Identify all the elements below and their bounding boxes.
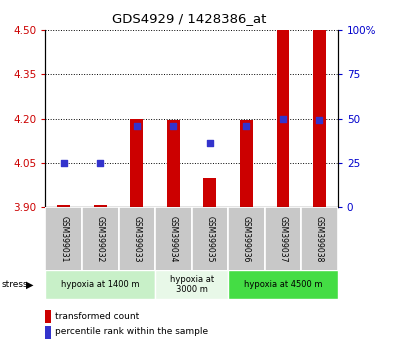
Point bbox=[243, 123, 250, 129]
Text: GSM399038: GSM399038 bbox=[315, 216, 324, 262]
Point bbox=[316, 118, 323, 123]
Point bbox=[97, 160, 103, 166]
Text: transformed count: transformed count bbox=[55, 312, 139, 321]
Bar bbox=[82, 207, 118, 271]
Text: hypoxia at 1400 m: hypoxia at 1400 m bbox=[61, 280, 139, 289]
Bar bbox=[94, 205, 107, 207]
Bar bbox=[118, 207, 155, 271]
Text: GSM399033: GSM399033 bbox=[132, 216, 141, 262]
Bar bbox=[313, 30, 326, 207]
Bar bbox=[45, 207, 82, 271]
Point bbox=[280, 116, 286, 121]
Text: GSM399037: GSM399037 bbox=[278, 216, 288, 262]
Text: GSM399031: GSM399031 bbox=[59, 216, 68, 262]
Bar bbox=[265, 207, 301, 271]
Text: percentile rank within the sample: percentile rank within the sample bbox=[55, 327, 208, 336]
Bar bbox=[276, 30, 289, 207]
Bar bbox=[228, 270, 338, 299]
Text: hypoxia at
3000 m: hypoxia at 3000 m bbox=[169, 275, 214, 294]
Bar bbox=[155, 207, 192, 271]
Bar bbox=[203, 178, 216, 207]
Bar bbox=[155, 270, 228, 299]
Bar bbox=[45, 270, 155, 299]
Point bbox=[60, 160, 67, 166]
Point bbox=[207, 141, 213, 146]
Text: GDS4929 / 1428386_at: GDS4929 / 1428386_at bbox=[113, 12, 267, 25]
Text: GSM399035: GSM399035 bbox=[205, 216, 214, 262]
Point bbox=[170, 123, 177, 129]
Text: GSM399034: GSM399034 bbox=[169, 216, 178, 262]
Bar bbox=[240, 120, 253, 207]
Bar bbox=[228, 207, 265, 271]
Text: hypoxia at 4500 m: hypoxia at 4500 m bbox=[244, 280, 322, 289]
Bar bbox=[301, 207, 338, 271]
Text: GSM399036: GSM399036 bbox=[242, 216, 251, 262]
Text: ▶: ▶ bbox=[26, 280, 34, 290]
Text: stress: stress bbox=[2, 280, 28, 290]
Bar bbox=[167, 120, 180, 207]
Bar bbox=[57, 205, 70, 207]
Bar bbox=[130, 119, 143, 207]
Text: GSM399032: GSM399032 bbox=[96, 216, 105, 262]
Bar bbox=[192, 207, 228, 271]
Point bbox=[134, 123, 140, 129]
